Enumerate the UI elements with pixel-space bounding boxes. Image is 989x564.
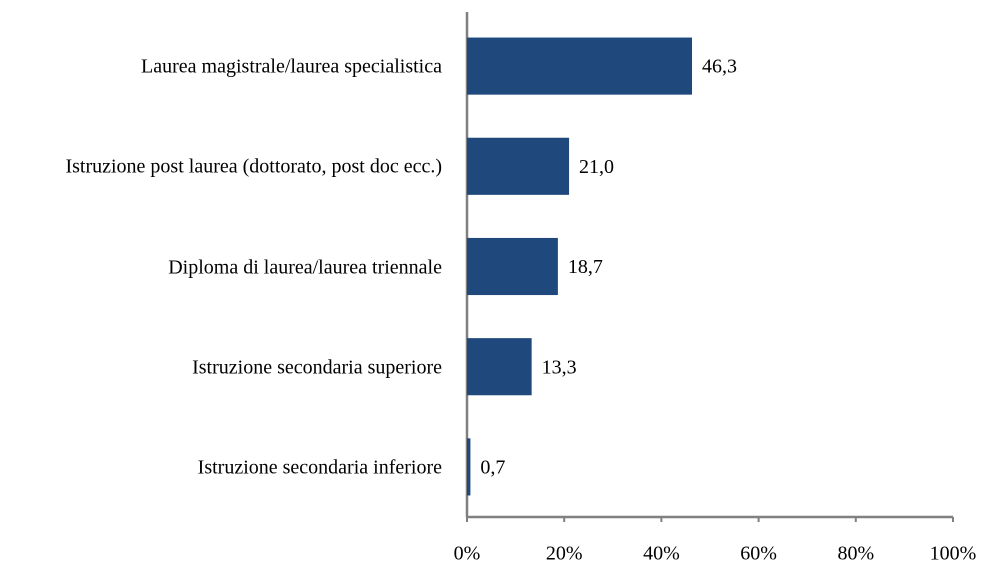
x-tick-label: 20% (546, 543, 583, 564)
data-label: 18,7 (568, 256, 603, 278)
x-tick-label: 60% (740, 543, 777, 564)
bar (467, 237, 558, 296)
x-tick-label: 0% (454, 543, 481, 564)
y-tick-label: Istruzione secondaria superiore (192, 356, 442, 379)
y-tick-label: Laurea magistrale/laurea specialistica (141, 55, 442, 78)
data-label: 13,3 (542, 356, 577, 378)
y-tick-label: Istruzione post laurea (dottorato, post … (65, 155, 442, 178)
x-tick-label: 80% (837, 543, 874, 564)
bar (467, 338, 532, 396)
bar (467, 137, 570, 195)
y-tick-label: Diploma di laurea/laurea triennale (168, 256, 442, 278)
data-label: 0,7 (480, 456, 505, 478)
y-tick-label: Istruzione secondaria inferiore (197, 456, 442, 479)
x-tick-label: 100% (930, 543, 977, 564)
x-tick-label: 40% (643, 543, 680, 564)
bar (467, 438, 471, 496)
data-label: 21,0 (579, 156, 614, 178)
bar (467, 37, 693, 95)
data-label: 46,3 (702, 56, 737, 78)
